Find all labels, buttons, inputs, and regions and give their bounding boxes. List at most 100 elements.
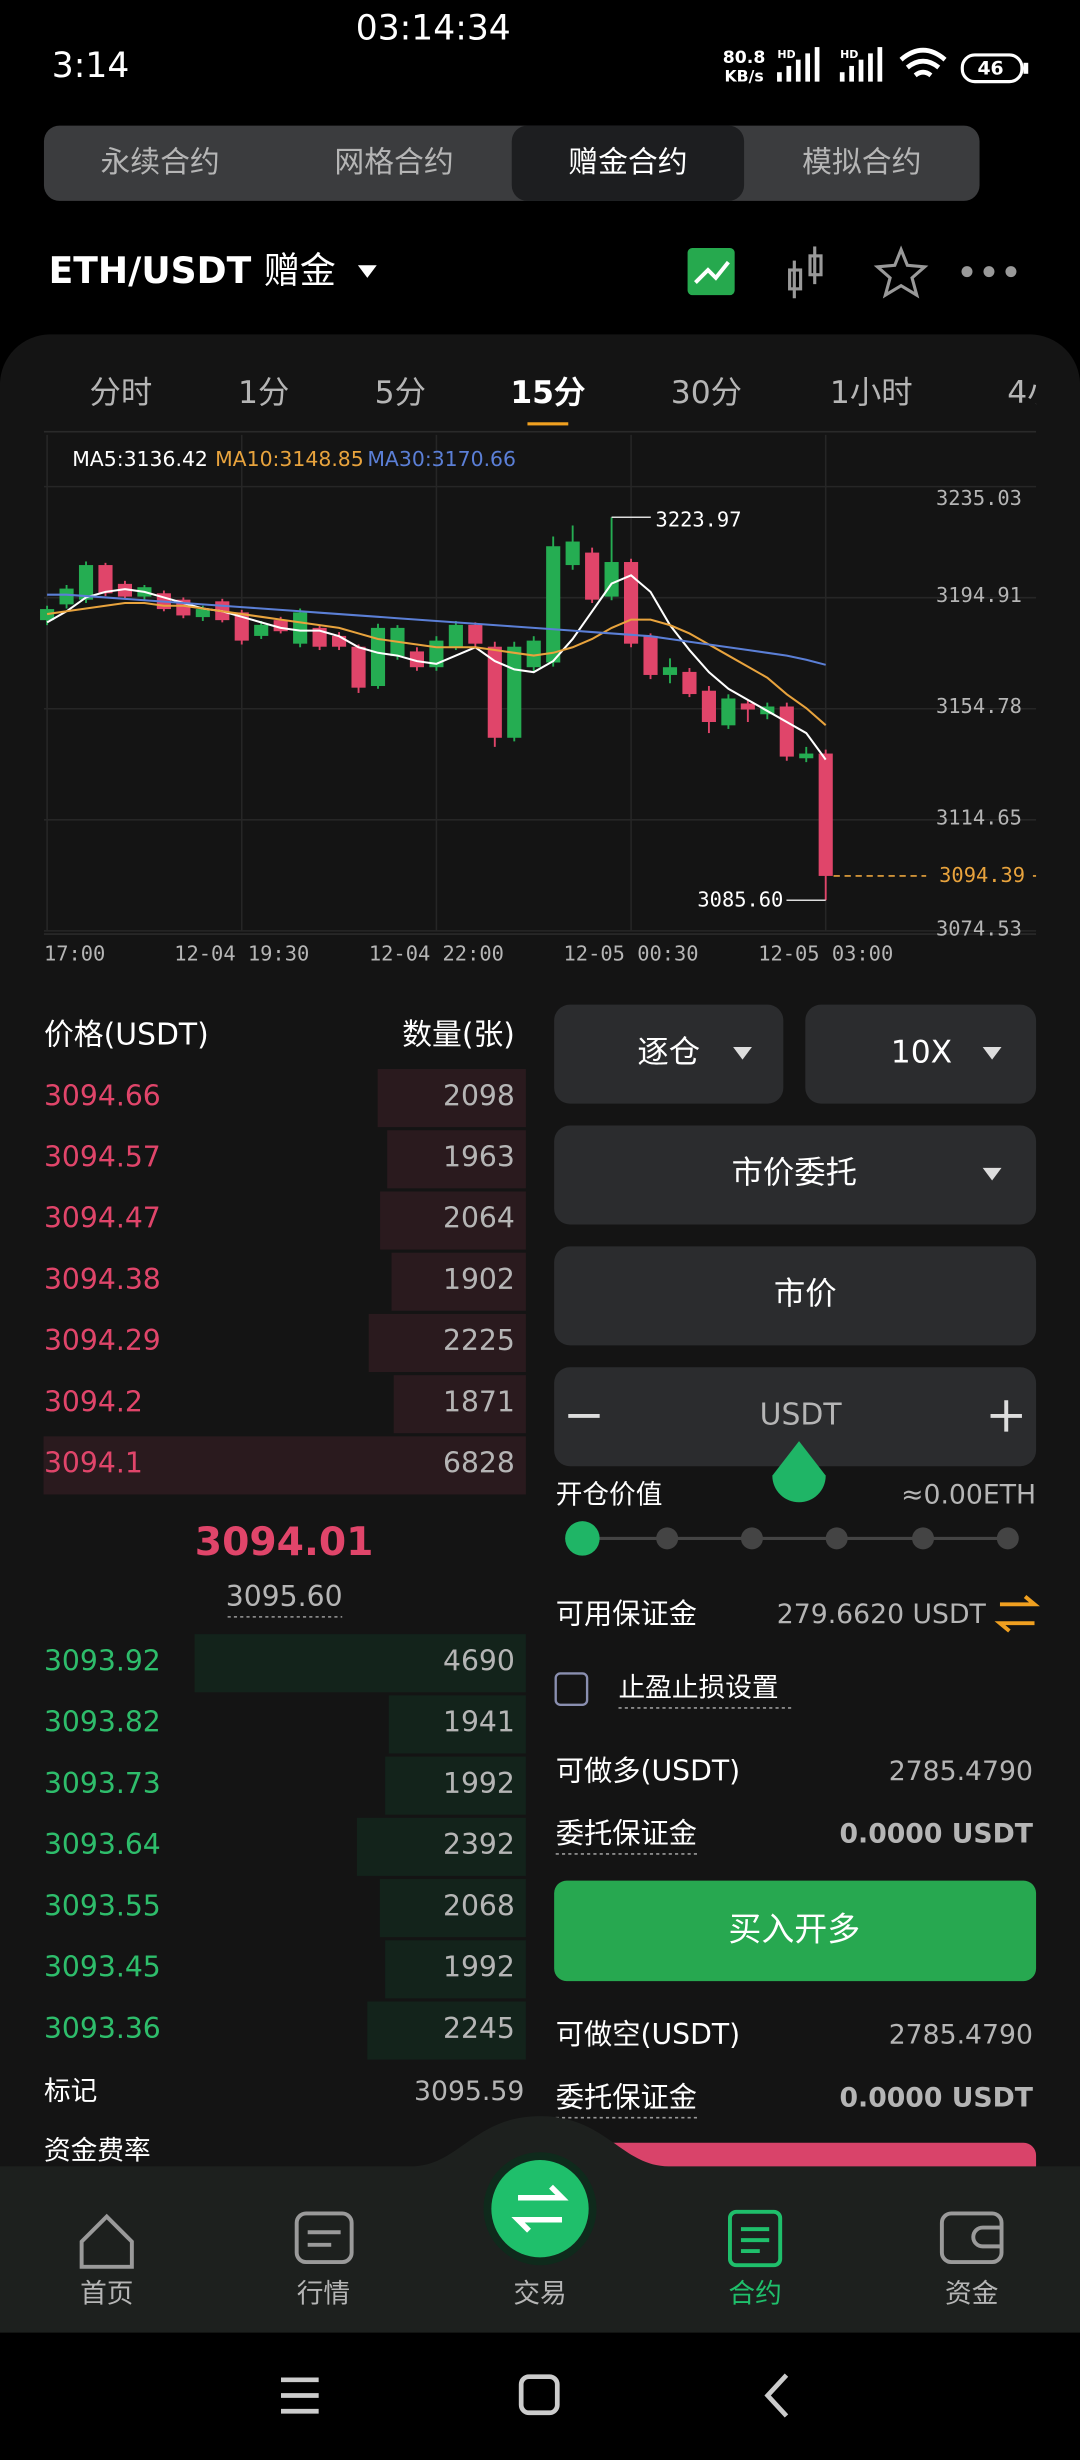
depth-bar xyxy=(380,1191,526,1250)
leverage-select[interactable] xyxy=(805,1004,1037,1104)
long-max-label: 可做多(USDT) xyxy=(556,1754,740,1787)
candle-body xyxy=(40,609,55,621)
tpsl-checkbox[interactable] xyxy=(554,1672,589,1706)
depth-bar xyxy=(393,1375,526,1434)
depth-bar xyxy=(377,1069,526,1128)
nav-item[interactable]: 资金 xyxy=(945,2279,998,2310)
trade-button[interactable] xyxy=(491,2160,589,2258)
book-price: 3094.38 xyxy=(44,1263,161,1296)
amount-input[interactable] xyxy=(554,1367,1037,1467)
back-key[interactable] xyxy=(764,2373,789,2418)
chart-toggle-icon xyxy=(694,260,730,284)
nav-item[interactable]: 合约 xyxy=(728,2279,781,2310)
x-tick-label: 12-05 03:00 xyxy=(758,941,893,965)
amount-unit: USDT xyxy=(760,1397,843,1432)
pair-mode[interactable]: 赠金 xyxy=(264,249,336,292)
price-input[interactable] xyxy=(554,1246,1037,1346)
interval-tab[interactable]: 4小时 xyxy=(1007,375,1080,411)
long-margin-label: 委托保证金 xyxy=(556,1817,697,1850)
interval-tabs: 分时 1分 5分 15分 30分 1小时 4小时 xyxy=(89,375,1080,411)
candle-body xyxy=(682,671,697,695)
book-qty: 6828 xyxy=(443,1447,515,1480)
tab[interactable]: 网格合约 xyxy=(334,145,453,180)
interval-tab[interactable]: 1分 xyxy=(238,375,289,411)
legend-entry: MA5:3136.42 xyxy=(72,447,208,471)
plus-button[interactable] xyxy=(990,1400,1022,1432)
pair-caret xyxy=(357,265,377,278)
candle-body xyxy=(779,706,794,757)
short-margin-value: 0.0000 USDT xyxy=(840,2082,1034,2113)
caret xyxy=(982,1167,1002,1181)
margin-mode-select[interactable] xyxy=(554,1004,784,1104)
favorite-icon[interactable] xyxy=(873,245,929,299)
last-price-label: 3094.39 xyxy=(939,863,1025,887)
wifi-icon xyxy=(899,47,947,78)
interval-tab[interactable]: 30分 xyxy=(671,375,742,411)
tab[interactable]: 永续合约 xyxy=(100,145,219,180)
nav-item[interactable]: 交易 xyxy=(513,2279,566,2310)
tab[interactable]: 模拟合约 xyxy=(802,145,921,180)
menu-key[interactable] xyxy=(280,2377,319,2414)
book-qty: 4690 xyxy=(443,1644,515,1677)
depth-bar xyxy=(387,1130,526,1189)
book-qty: 1902 xyxy=(443,1263,515,1296)
margin-mode: 逐仓 xyxy=(637,1034,700,1070)
depth-bar xyxy=(356,1817,526,1876)
panel xyxy=(0,334,1080,2313)
book-qty: 2392 xyxy=(443,1828,515,1861)
nav-item[interactable]: 行情 xyxy=(297,2279,350,2310)
candle-body xyxy=(643,635,658,675)
candle-body xyxy=(565,541,580,566)
slider-thumb[interactable] xyxy=(772,1441,826,1503)
funding-label: 资金费率 xyxy=(44,2136,151,2167)
candle-body xyxy=(623,562,639,644)
candle-body xyxy=(546,546,561,663)
x-tick-label: 12-04 19:30 xyxy=(174,941,309,965)
transfer-icon[interactable] xyxy=(994,1594,1040,1633)
open-value-label: 开仓价值 xyxy=(556,1480,663,1511)
interval-tab[interactable]: 1小时 xyxy=(830,375,913,411)
book-price: 3093.92 xyxy=(44,1644,161,1677)
battery-level: 46 xyxy=(977,59,1003,80)
book-price: 3094.47 xyxy=(44,1202,161,1235)
interval-tab[interactable]: 5分 xyxy=(375,375,426,411)
contract-icon xyxy=(727,2209,783,2268)
candle-body xyxy=(585,552,600,600)
long-max-value: 2785.4790 xyxy=(889,1756,1033,1787)
depth-bar xyxy=(194,1634,526,1693)
candle-body xyxy=(370,627,386,687)
market-icon xyxy=(294,2211,354,2265)
legend-entry: MA10:3148.85 xyxy=(215,447,364,471)
net-unit: KB/s xyxy=(724,66,763,85)
mark-price[interactable]: 3095.60 xyxy=(226,1580,343,1613)
candle-toggle[interactable] xyxy=(788,246,823,299)
caret xyxy=(733,1047,752,1060)
book-qty: 1871 xyxy=(443,1385,515,1418)
book-qty: 1992 xyxy=(443,1767,515,1800)
book-qty: 1992 xyxy=(443,1951,515,1984)
slider-start[interactable] xyxy=(565,1521,600,1556)
caret xyxy=(982,1047,1002,1060)
trade-icon xyxy=(511,2184,569,2233)
more-icon[interactable] xyxy=(961,266,1017,278)
candle-body xyxy=(273,620,288,632)
buy-button[interactable] xyxy=(554,1880,1037,1982)
legend-entry: MA30:3170.66 xyxy=(367,447,516,471)
candle-chart: 3235.03 3194.91 3154.78 3114.65 3074.53 17:00… xyxy=(40,434,1037,965)
candle-body xyxy=(799,753,814,759)
nav-item[interactable]: 首页 xyxy=(80,2279,133,2310)
home-key[interactable] xyxy=(518,2374,560,2416)
interval-tab[interactable]: 分时 xyxy=(89,375,152,411)
pair-symbol[interactable]: ETH/USDT xyxy=(49,249,252,292)
candle-body xyxy=(59,588,74,605)
interval-tab[interactable]: 15分 xyxy=(510,375,585,411)
order-type-select[interactable] xyxy=(554,1125,1037,1225)
book-price: 3093.55 xyxy=(44,1889,161,1922)
low-label: 3085.60 xyxy=(697,887,783,911)
tab[interactable]: 赠金合约 xyxy=(568,145,687,180)
candle-body xyxy=(448,624,463,647)
tpsl-label[interactable]: 止盈止损设置 xyxy=(619,1673,779,1704)
candle-body xyxy=(507,646,522,738)
book-price: 3094.57 xyxy=(44,1141,161,1174)
